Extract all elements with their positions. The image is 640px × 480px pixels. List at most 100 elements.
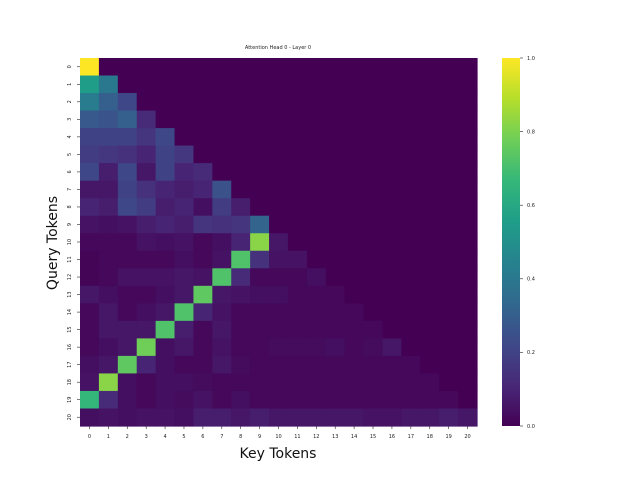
heatmap-cell [401, 163, 421, 182]
heatmap-cell [420, 268, 440, 287]
heatmap-cell [325, 355, 346, 375]
heatmap-cell [250, 408, 270, 427]
heatmap-cell [231, 303, 251, 322]
y-tick-label: 19 [67, 397, 73, 403]
heatmap-cell [401, 285, 421, 304]
heatmap-cell [420, 320, 440, 339]
heatmap-cell [269, 408, 289, 427]
heatmap-cell [80, 373, 100, 392]
heatmap-cell [439, 58, 459, 77]
heatmap-cell [287, 355, 308, 375]
heatmap-cell [325, 338, 346, 357]
heatmap-cell [401, 75, 421, 94]
x-tick-label: 20 [464, 434, 470, 440]
heatmap-cell [231, 215, 251, 234]
heatmap-cell [269, 58, 289, 77]
heatmap-cell [193, 145, 213, 164]
heatmap-cell [117, 93, 138, 112]
heatmap-cell [287, 303, 308, 322]
heatmap-cell [439, 303, 459, 322]
heatmap-cell [193, 93, 213, 112]
heatmap-cell [231, 285, 251, 304]
heatmap-cell [420, 75, 440, 94]
heatmap-cell [250, 285, 270, 304]
x-axis-label: Key Tokens [240, 446, 317, 462]
heatmap-cell [344, 390, 365, 410]
heatmap-cell [439, 233, 459, 252]
heatmap-cell [458, 198, 478, 217]
heatmap-cell [363, 198, 384, 217]
heatmap-cell [98, 180, 119, 199]
heatmap-cell [212, 373, 232, 392]
heatmap-cell [269, 355, 289, 375]
heatmap-cell [306, 390, 327, 410]
heatmap-cell [420, 233, 440, 252]
heatmap-cell [155, 285, 176, 304]
heatmap-cell [269, 390, 289, 410]
heatmap-cell [420, 390, 440, 410]
heatmap-cell [98, 268, 119, 287]
heatmap-cell [420, 408, 440, 427]
heatmap-cell [382, 390, 402, 410]
heatmap-cell [401, 303, 421, 322]
heatmap-cell [80, 303, 100, 322]
heatmap-cell [193, 233, 213, 252]
heatmap-cell [458, 390, 478, 410]
heatmap-cell [269, 215, 289, 234]
heatmap-cell [401, 198, 421, 217]
heatmap-cell [155, 408, 176, 427]
heatmap-cell [458, 268, 478, 287]
y-axis-label: Query Tokens [45, 196, 61, 290]
heatmap-cell [231, 198, 251, 217]
heatmap-cell [98, 250, 119, 269]
heatmap-cell [193, 215, 213, 234]
heatmap-cell [287, 285, 308, 304]
heatmap-cell [212, 268, 232, 287]
heatmap-cell [382, 180, 402, 199]
heatmap-cell [231, 145, 251, 164]
heatmap-cell [193, 180, 213, 199]
heatmap-cell [363, 303, 384, 322]
heatmap-cell [231, 180, 251, 199]
heatmap-cell [174, 75, 195, 94]
heatmap-cell [250, 338, 270, 357]
heatmap-cell [155, 75, 176, 94]
heatmap-cell [325, 163, 346, 182]
heatmap-cell [325, 93, 346, 112]
heatmap-cell [98, 320, 119, 339]
x-tick-label: 9 [258, 434, 261, 440]
heatmap-cell [212, 285, 232, 304]
heatmap-cell [287, 390, 308, 410]
heatmap-cell [269, 233, 289, 252]
heatmap-cell [231, 75, 251, 94]
heatmap-cell [136, 110, 157, 129]
heatmap-cell [117, 145, 138, 164]
heatmap-cell [212, 303, 232, 322]
heatmap-cell [420, 285, 440, 304]
heatmap-cell [325, 198, 346, 217]
heatmap-cell [287, 408, 308, 427]
y-tick-label: 16 [67, 344, 73, 350]
y-tick-label: 2 [67, 100, 73, 103]
heatmap-cell [98, 373, 119, 392]
heatmap-cell [193, 58, 213, 77]
heatmap-cell [136, 373, 157, 392]
heatmap-cell [155, 233, 176, 252]
heatmap-cell [231, 268, 251, 287]
heatmap-cell [269, 198, 289, 217]
y-tick-label: 11 [67, 256, 73, 262]
heatmap-cell [420, 250, 440, 269]
heatmap-cell [325, 180, 346, 199]
x-tick-label: 7 [220, 434, 223, 440]
heatmap-cell [420, 373, 440, 392]
x-tick-label: 5 [182, 434, 185, 440]
heatmap-cell [344, 233, 365, 252]
heatmap-cell [269, 373, 289, 392]
heatmap-cell [344, 93, 365, 112]
heatmap-cell [117, 163, 138, 182]
heatmap-cell [325, 268, 346, 287]
heatmap-cell [117, 390, 138, 410]
heatmap-cell [250, 75, 270, 94]
heatmap-cell [420, 215, 440, 234]
heatmap-cell [174, 93, 195, 112]
